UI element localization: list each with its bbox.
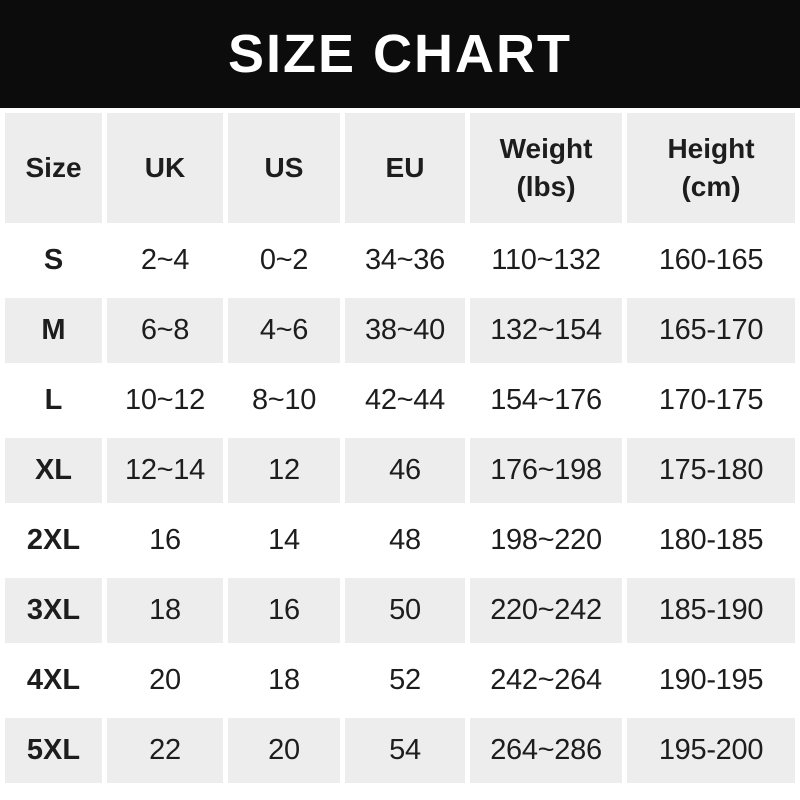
column-header-label: EU [385, 152, 425, 183]
title-banner: SIZE CHART [0, 0, 800, 108]
table-cell: 16 [107, 508, 223, 573]
table-cell: 180-185 [627, 508, 795, 573]
table-cell: 154~176 [470, 368, 622, 433]
page-title: SIZE CHART [228, 24, 572, 84]
table-cell: 2~4 [107, 228, 223, 293]
table-cell: 50 [345, 578, 465, 643]
table-cell: 165-170 [627, 298, 795, 363]
table-cell: 160-165 [627, 228, 795, 293]
table-cell: 185-190 [627, 578, 795, 643]
table-cell: 46 [345, 438, 465, 503]
column-header-label: Weight [499, 133, 593, 164]
table-row-3xl: 3XL 18 16 50 220~242 185-190 [5, 578, 795, 643]
table-row-s: S 2~4 0~2 34~36 110~132 160-165 [5, 228, 795, 293]
size-label: XL [5, 438, 102, 503]
column-header-unit: (lbs) [516, 171, 576, 202]
column-header-label: Size [25, 152, 82, 183]
table-row-2xl: 2XL 16 14 48 198~220 180-185 [5, 508, 795, 573]
table-cell: 20 [228, 718, 340, 783]
size-label: 4XL [5, 648, 102, 713]
table-cell: 132~154 [470, 298, 622, 363]
table-cell: 10~12 [107, 368, 223, 433]
size-label: 3XL [5, 578, 102, 643]
table-cell: 52 [345, 648, 465, 713]
column-header-unit: (cm) [681, 171, 741, 202]
table-cell: 38~40 [345, 298, 465, 363]
size-label: 2XL [5, 508, 102, 573]
table-cell: 242~264 [470, 648, 622, 713]
table-row-5xl: 5XL 22 20 54 264~286 195-200 [5, 718, 795, 783]
column-header-uk: UK [107, 113, 223, 223]
size-label: M [5, 298, 102, 363]
column-header-label: UK [144, 152, 186, 183]
size-label: L [5, 368, 102, 433]
table-row-4xl: 4XL 20 18 52 242~264 190-195 [5, 648, 795, 713]
size-label: 5XL [5, 718, 102, 783]
table-header-row: Size UK US EU Weight (lbs) Height (cm) [5, 113, 795, 223]
table-cell: 0~2 [228, 228, 340, 293]
size-table-body: S 2~4 0~2 34~36 110~132 160-165 M 6~8 4~6 38~40 13… [5, 228, 795, 783]
table-cell: 22 [107, 718, 223, 783]
column-header-weight: Weight (lbs) [470, 113, 622, 223]
column-header-height: Height (cm) [627, 113, 795, 223]
table-cell: 54 [345, 718, 465, 783]
table-cell: 8~10 [228, 368, 340, 433]
column-header-size: Size [5, 113, 102, 223]
column-header-eu: EU [345, 113, 465, 223]
size-chart-table: Size UK US EU Weight (lbs) Height (cm) S 2~4 0~2 3… [0, 108, 800, 788]
column-header-us: US [228, 113, 340, 223]
table-cell: 12~14 [107, 438, 223, 503]
table-cell: 198~220 [470, 508, 622, 573]
table-cell: 175-180 [627, 438, 795, 503]
table-cell: 4~6 [228, 298, 340, 363]
size-label: S [5, 228, 102, 293]
table-cell: 110~132 [470, 228, 622, 293]
table-cell: 170-175 [627, 368, 795, 433]
column-header-label: US [264, 152, 304, 183]
table-cell: 48 [345, 508, 465, 573]
table-cell: 34~36 [345, 228, 465, 293]
table-cell: 18 [228, 648, 340, 713]
table-cell: 18 [107, 578, 223, 643]
table-cell: 6~8 [107, 298, 223, 363]
table-cell: 42~44 [345, 368, 465, 433]
table-cell: 190-195 [627, 648, 795, 713]
table-cell: 14 [228, 508, 340, 573]
table-cell: 20 [107, 648, 223, 713]
table-cell: 12 [228, 438, 340, 503]
column-header-label: Height [667, 133, 755, 164]
table-cell: 16 [228, 578, 340, 643]
table-cell: 195-200 [627, 718, 795, 783]
table-row-m: M 6~8 4~6 38~40 132~154 165-170 [5, 298, 795, 363]
table-cell: 264~286 [470, 718, 622, 783]
table-row-xl: XL 12~14 12 46 176~198 175-180 [5, 438, 795, 503]
table-row-l: L 10~12 8~10 42~44 154~176 170-175 [5, 368, 795, 433]
table-cell: 220~242 [470, 578, 622, 643]
table-cell: 176~198 [470, 438, 622, 503]
